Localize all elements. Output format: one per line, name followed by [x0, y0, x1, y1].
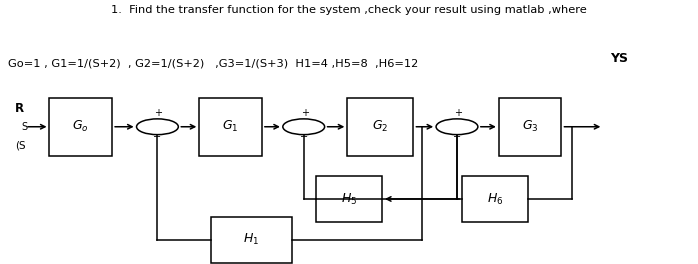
Text: (S: (S: [15, 140, 25, 150]
Text: −: −: [453, 132, 461, 142]
FancyBboxPatch shape: [316, 176, 382, 222]
Circle shape: [436, 119, 478, 135]
Text: $G_3$: $G_3$: [522, 119, 538, 134]
Text: −: −: [154, 132, 161, 142]
Text: +: +: [454, 108, 462, 118]
Text: $G_1$: $G_1$: [223, 119, 239, 134]
Text: YS: YS: [610, 52, 628, 65]
Text: −: −: [299, 132, 308, 142]
Text: $H_5$: $H_5$: [341, 191, 357, 206]
Text: $H_6$: $H_6$: [487, 191, 503, 206]
Text: S: S: [22, 122, 28, 132]
FancyBboxPatch shape: [348, 98, 413, 156]
Text: Go=1 , G1=1/(S+2)  , G2=1/(S+2)   ,G3=1/(S+3)  H1=4 ,H5=8  ,H6=12: Go=1 , G1=1/(S+2) , G2=1/(S+2) ,G3=1/(S+…: [8, 58, 418, 68]
Text: $H_1$: $H_1$: [244, 232, 260, 247]
Text: +: +: [301, 108, 309, 118]
Text: $G_2$: $G_2$: [372, 119, 389, 134]
FancyBboxPatch shape: [462, 176, 528, 222]
Text: 1.  Find the transfer function for the system ,check your result using matlab ,w: 1. Find the transfer function for the sy…: [111, 5, 587, 15]
FancyBboxPatch shape: [199, 98, 262, 156]
Circle shape: [137, 119, 178, 135]
Text: R: R: [15, 102, 24, 115]
Text: +: +: [154, 108, 163, 118]
FancyBboxPatch shape: [211, 217, 292, 263]
Circle shape: [283, 119, 325, 135]
FancyBboxPatch shape: [499, 98, 561, 156]
Text: $G_o$: $G_o$: [73, 119, 89, 134]
FancyBboxPatch shape: [50, 98, 112, 156]
